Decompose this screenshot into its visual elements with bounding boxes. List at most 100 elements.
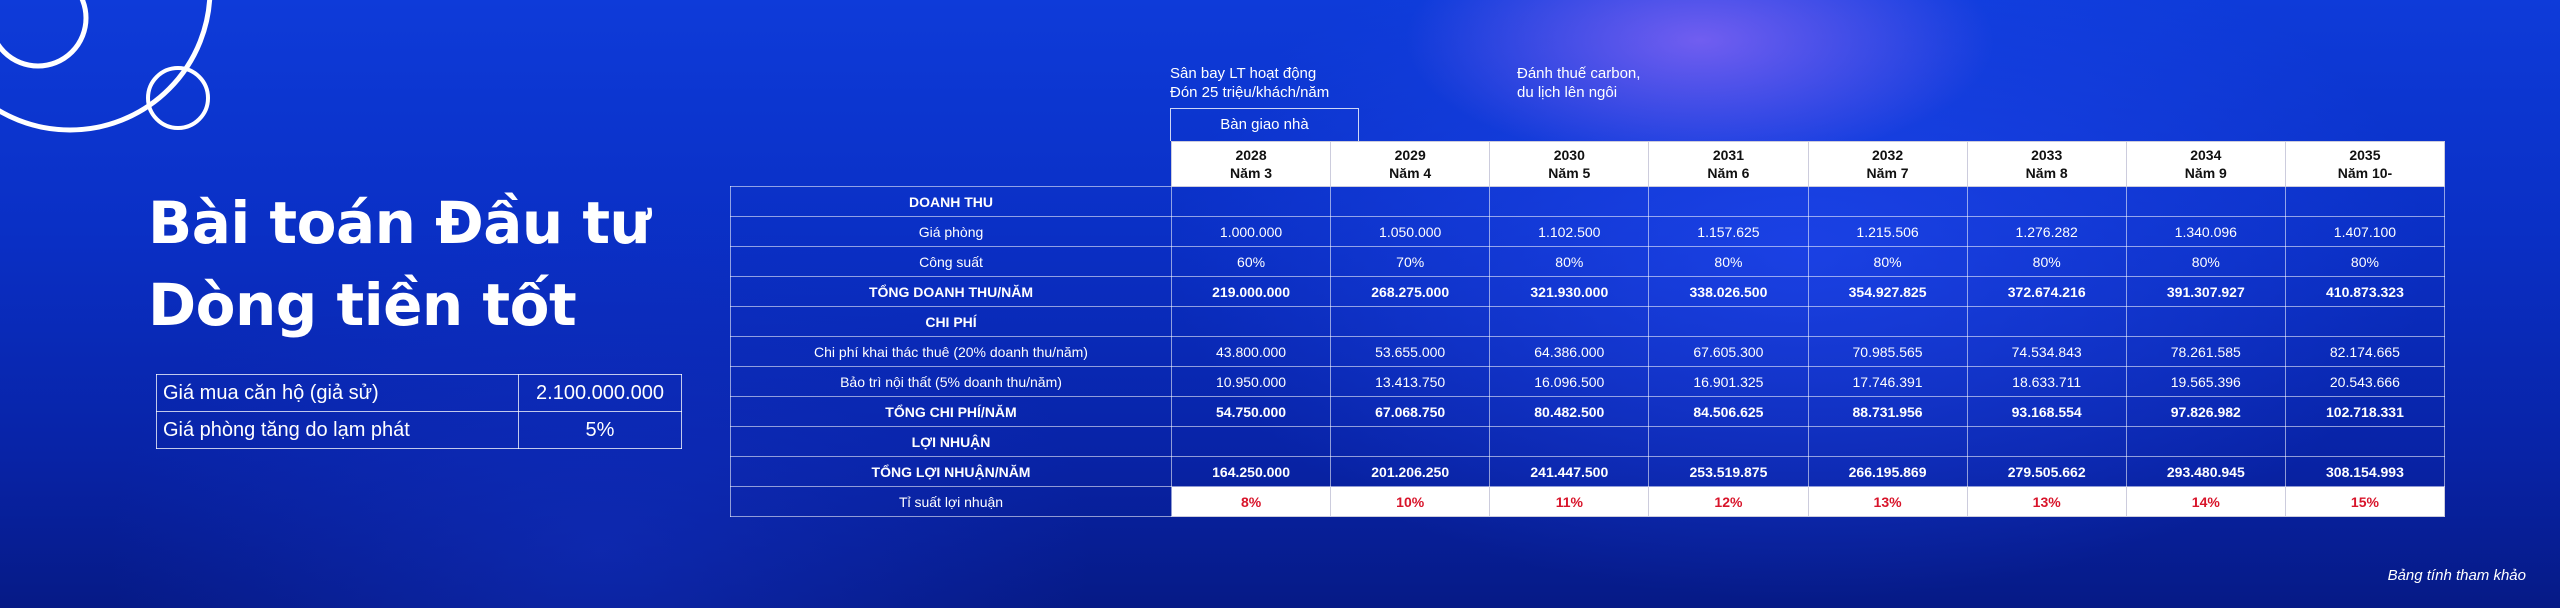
table-cell (1170, 306, 1332, 337)
year-header: 2034 Năm 9 (2125, 141, 2286, 187)
table-row: TỔNG DOANH THU/NĂM 219.000.000 268.275.000… (730, 276, 2446, 307)
table-cell: 266.195.869 (1807, 456, 1968, 487)
year-number: 2029 (1394, 147, 1426, 163)
table-cell (2125, 426, 2286, 457)
table-cell (2284, 306, 2446, 337)
year-label: Năm 10- (2337, 165, 2393, 181)
table-cell: 15% (2284, 486, 2446, 517)
table-cell: 1.276.282 (1966, 216, 2127, 247)
year-header: 2028 Năm 3 (1170, 141, 1332, 187)
table-row: DOANH THU (730, 186, 2446, 217)
row-label: DOANH THU (730, 186, 1172, 217)
table-cell (1807, 186, 1968, 217)
table-cell: 1.157.625 (1648, 216, 1809, 247)
row-label: LỢI NHUẬN (730, 426, 1172, 457)
table-cell: 64.386.000 (1489, 336, 1650, 367)
medium-circle-ring (0, 0, 89, 69)
table-cell: 13% (1807, 486, 1968, 517)
table-cell: 93.168.554 (1966, 396, 2127, 427)
table-cell (1489, 426, 1650, 457)
row-label: TỔNG LỢI NHUẬN/NĂM (730, 456, 1172, 487)
table-cell (1966, 426, 2127, 457)
table-cell: 80% (1966, 246, 2127, 277)
table-cell: 82.174.665 (2284, 336, 2446, 367)
table-cell: 16.096.500 (1489, 366, 1650, 397)
table-cell: 80% (2284, 246, 2446, 277)
airport-note-line-2: Đón 25 triệu/khách/năm (1170, 84, 1330, 101)
year-header: 2029 Năm 4 (1330, 141, 1491, 187)
table-row: Công suất 60% 70% 80% 80% 80% 80% 80% 80% (730, 246, 2446, 277)
table-cell (2125, 186, 2286, 217)
row-label: TỔNG CHI PHÍ/NĂM (730, 396, 1172, 427)
row-label: TỔNG DOANH THU/NĂM (730, 276, 1172, 307)
table-cell: 253.519.875 (1648, 456, 1809, 487)
table-cell: 164.250.000 (1170, 456, 1332, 487)
table-row: Tỉ suất lợi nhuận 8% 10% 11% 12% 13% 13% 14% 15% (730, 486, 2446, 517)
year-label: Năm 7 (1866, 165, 1909, 181)
airport-note: Sân bay LT hoạt động Đón 25 triệu/khách/… (1170, 64, 1329, 102)
year-label: Năm 4 (1389, 165, 1432, 181)
row-label: CHI PHÍ (730, 306, 1172, 337)
year-label: Năm 5 (1548, 165, 1591, 181)
table-cell: 1.407.100 (2284, 216, 2446, 247)
table-cell: 80% (1648, 246, 1809, 277)
row-label: Giá phòng (730, 216, 1172, 247)
table-cell (1648, 426, 1809, 457)
cashflow-table: 2028 Năm 3 2029 Năm 4 2030 Năm 5 2031 Năm 6 2032… (730, 141, 2446, 517)
table-cell: 60% (1170, 246, 1332, 277)
table-cell: 321.930.000 (1489, 276, 1650, 307)
table-row: CHI PHÍ (730, 306, 2446, 337)
row-label: Công suất (730, 246, 1172, 277)
year-header: 2035 Năm 10- (2284, 141, 2446, 187)
year-number: 2028 (1235, 147, 1267, 163)
table-cell (2284, 426, 2446, 457)
table-cell: 293.480.945 (2125, 456, 2286, 487)
assumption-row: Giá mua căn hộ (giả sử) 2.100.000.000 (156, 374, 682, 412)
table-cell: 13.413.750 (1330, 366, 1491, 397)
footnote: Bảng tính tham khảo (2387, 567, 2526, 584)
table-cell (1330, 306, 1491, 337)
table-cell: 88.731.956 (1807, 396, 1968, 427)
table-cell: 67.605.300 (1648, 336, 1809, 367)
table-cell: 8% (1170, 486, 1332, 517)
table-cell: 338.026.500 (1648, 276, 1809, 307)
table-cell: 308.154.993 (2284, 456, 2446, 487)
title-line-1: Bài toán Đầu tư (148, 189, 651, 257)
table-cell (1807, 426, 1968, 457)
year-header: 2032 Năm 7 (1807, 141, 1968, 187)
table-row: TỔNG LỢI NHUẬN/NĂM 164.250.000 201.206.250… (730, 456, 2446, 487)
table-cell: 43.800.000 (1170, 336, 1332, 367)
title-line-2: Dòng tiền tốt (148, 271, 577, 339)
table-cell (1330, 426, 1491, 457)
table-cell: 1.215.506 (1807, 216, 1968, 247)
table-cell: 1.000.000 (1170, 216, 1332, 247)
table-cell: 14% (2125, 486, 2286, 517)
table-cell: 10.950.000 (1170, 366, 1332, 397)
table-cell: 1.050.000 (1330, 216, 1491, 247)
row-label: Chi phí khai thác thuê (20% doanh thu/nă… (730, 336, 1172, 367)
table-cell: 16.901.325 (1648, 366, 1809, 397)
carbon-note-line-1: Đánh thuế carbon, (1517, 65, 1641, 82)
year-number: 2034 (2190, 147, 2222, 163)
year-header-row: 2028 Năm 3 2029 Năm 4 2030 Năm 5 2031 Năm 6 2032… (731, 141, 2446, 187)
table-cell: 1.340.096 (2125, 216, 2286, 247)
table-cell: 13% (1966, 486, 2127, 517)
table-cell: 102.718.331 (2284, 396, 2446, 427)
table-cell: 12% (1648, 486, 1809, 517)
page-title: Bài toán Đầu tư Dòng tiền tốt (148, 182, 651, 346)
assumptions-table: Giá mua căn hộ (giả sử) 2.100.000.000 Gi… (156, 374, 682, 449)
table-row: Giá phòng 1.000.000 1.050.000 1.102.500 1.15… (730, 216, 2446, 247)
table-cell: 219.000.000 (1170, 276, 1332, 307)
table-cell: 241.447.500 (1489, 456, 1650, 487)
table-cell: 201.206.250 (1330, 456, 1491, 487)
table-cell (1966, 186, 2127, 217)
table-cell: 10% (1330, 486, 1491, 517)
year-label: Năm 8 (2025, 165, 2068, 181)
table-cell (1489, 306, 1650, 337)
assumption-row: Giá phòng tăng do lạm phát 5% (156, 411, 682, 449)
handover-note: Bàn giao nhà (1170, 108, 1359, 141)
large-circle-ring (0, 0, 213, 133)
carbon-note-line-2: du lịch lên ngôi (1517, 84, 1618, 101)
table-cell: 410.873.323 (2284, 276, 2446, 307)
table-cell: 80% (1489, 246, 1650, 277)
